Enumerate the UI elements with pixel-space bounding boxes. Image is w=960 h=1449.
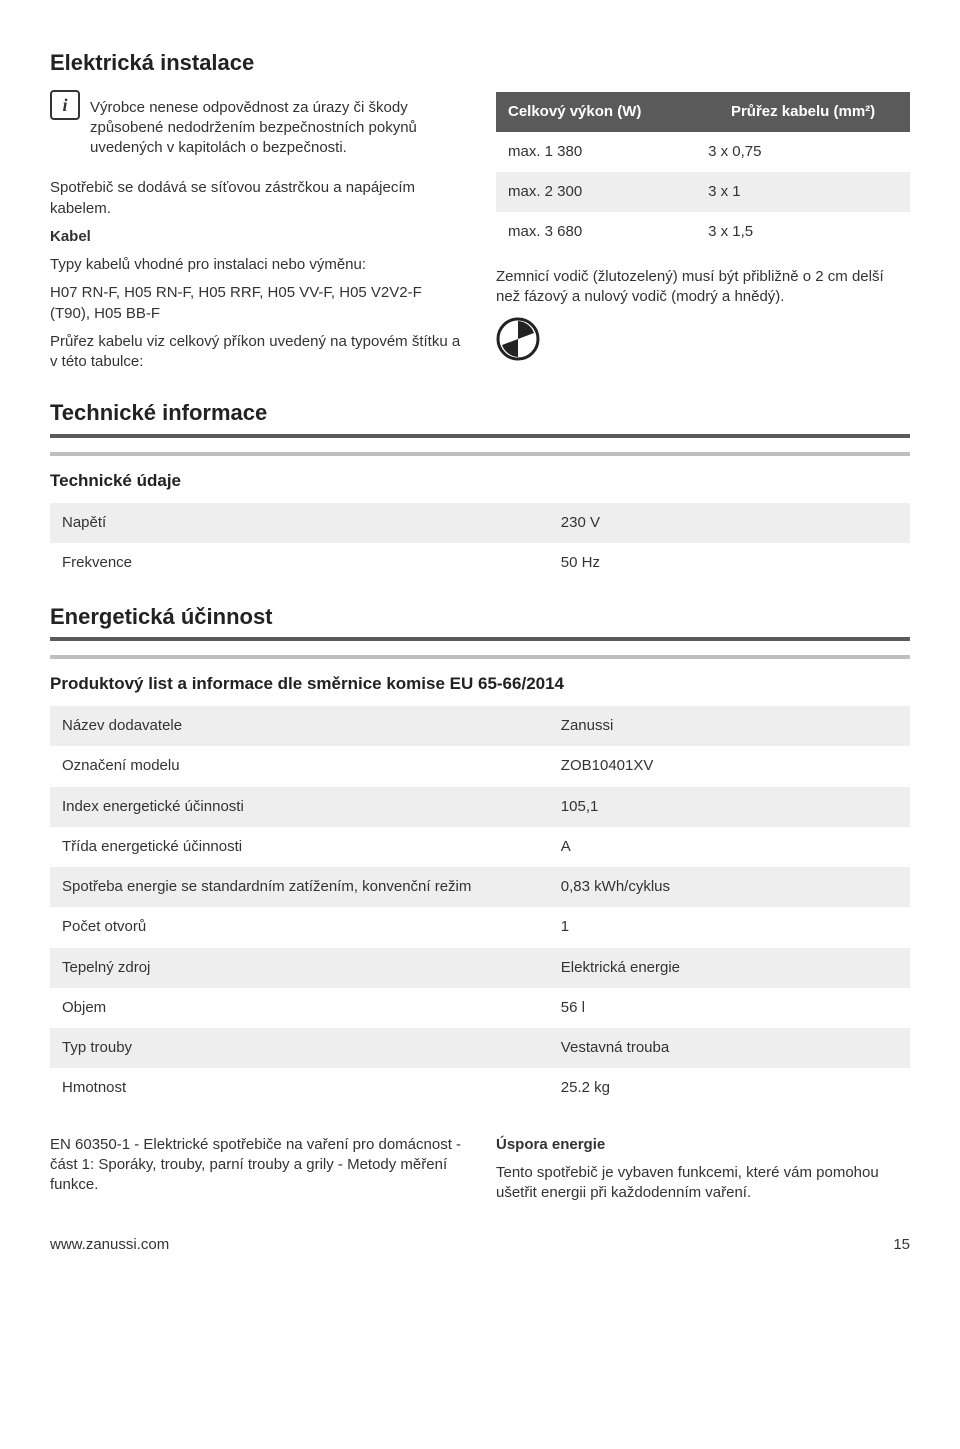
cell: max. 2 300	[496, 172, 696, 212]
table-row: Označení modeluZOB10401XV	[50, 746, 910, 786]
info-icon: i	[50, 90, 80, 120]
cable-table: Celkový výkon (W) Průřez kabelu (mm²) ma…	[496, 92, 910, 253]
rule-light	[50, 655, 910, 659]
install-right-col: Celkový výkon (W) Průřez kabelu (mm²) ma…	[496, 84, 910, 381]
table-row: Napětí 230 V	[50, 503, 910, 543]
cell: Napětí	[50, 503, 549, 543]
cell: 3 x 0,75	[696, 132, 910, 172]
section-title-install: Elektrická instalace	[50, 48, 910, 78]
energy-right-col: Úspora energie Tento spotřebič je vybave…	[496, 1127, 910, 1212]
cable-types-list: H07 RN-F, H05 RN-F, H05 RRF, H05 VV-F, H…	[50, 283, 464, 324]
cell: 0,83 kWh/cyklus	[549, 867, 910, 907]
standard-ref-text: EN 60350-1 - Elektrické spotřebiče na va…	[50, 1135, 464, 1196]
section-title-energy: Energetická účinnost	[50, 602, 910, 632]
cell: Frekvence	[50, 543, 549, 583]
table-row: Název dodavateleZanussi	[50, 706, 910, 746]
cell: 3 x 1,5	[696, 212, 910, 252]
table-row: max. 1 380 3 x 0,75	[496, 132, 910, 172]
energy-subheading: Produktový list a informace dle směrnice…	[50, 673, 910, 696]
rule-dark	[50, 637, 910, 641]
table-row: Objem56 l	[50, 988, 910, 1028]
cell: 3 x 1	[696, 172, 910, 212]
cell: Název dodavatele	[50, 706, 549, 746]
section-title-tech: Technické informace	[50, 398, 910, 428]
table-row: Třída energetické účinnostiA	[50, 827, 910, 867]
footer-page-number: 15	[893, 1235, 910, 1255]
earth-wire-text: Zemnicí vodič (žlutozelený) musí být při…	[496, 267, 910, 308]
cell: ZOB10401XV	[549, 746, 910, 786]
warning-text: Výrobce nenese odpovědnost za úrazy či š…	[90, 98, 464, 159]
cell: Označení modelu	[50, 746, 549, 786]
energy-saving-heading: Úspora energie	[496, 1135, 910, 1155]
cell: Objem	[50, 988, 549, 1028]
cell: 25.2 kg	[549, 1068, 910, 1108]
footer-url: www.zanussi.com	[50, 1235, 169, 1255]
table-row: Hmotnost25.2 kg	[50, 1068, 910, 1108]
cell: 105,1	[549, 787, 910, 827]
cell: Index energetické účinnosti	[50, 787, 549, 827]
energy-table: Název dodavateleZanussi Označení modeluZ…	[50, 706, 910, 1109]
table-row: Počet otvorů1	[50, 907, 910, 947]
cell: Typ trouby	[50, 1028, 549, 1068]
table-row: Index energetické účinnosti105,1	[50, 787, 910, 827]
rule-dark	[50, 434, 910, 438]
cell: Vestavná trouba	[549, 1028, 910, 1068]
install-columns: i Výrobce nenese odpovědnost za úrazy či…	[50, 84, 910, 381]
cell: Třída energetické účinnosti	[50, 827, 549, 867]
cell: Tepelný zdroj	[50, 948, 549, 988]
plug-text: Spotřebič se dodává se síťovou zástrčkou…	[50, 178, 464, 219]
page-footer: www.zanussi.com 15	[50, 1235, 910, 1255]
cell: Spotřeba energie se standardním zatížení…	[50, 867, 549, 907]
table-row: max. 2 300 3 x 1	[496, 172, 910, 212]
warning-row: i Výrobce nenese odpovědnost za úrazy či…	[50, 90, 464, 167]
cable-cross-section-intro: Průřez kabelu viz celkový příkon uvedený…	[50, 332, 464, 373]
install-left-col: i Výrobce nenese odpovědnost za úrazy či…	[50, 84, 464, 381]
table-row: Tepelný zdrojElektrická energie	[50, 948, 910, 988]
cell: 56 l	[549, 988, 910, 1028]
cell: Zanussi	[549, 706, 910, 746]
cable-types-intro: Typy kabelů vhodné pro instalaci nebo vý…	[50, 255, 464, 275]
cell: Elektrická energie	[549, 948, 910, 988]
cell: A	[549, 827, 910, 867]
cell: 50 Hz	[549, 543, 910, 583]
table-row: max. 3 680 3 x 1,5	[496, 212, 910, 252]
table-row: Frekvence 50 Hz	[50, 543, 910, 583]
cell: 1	[549, 907, 910, 947]
tech-subheading: Technické údaje	[50, 470, 910, 493]
energy-bottom-columns: EN 60350-1 - Elektrické spotřebiče na va…	[50, 1127, 910, 1212]
cable-th-power: Celkový výkon (W)	[496, 92, 696, 132]
cell: max. 1 380	[496, 132, 696, 172]
rule-light	[50, 452, 910, 456]
cell: Hmotnost	[50, 1068, 549, 1108]
energy-left-col: EN 60350-1 - Elektrické spotřebiče na va…	[50, 1127, 464, 1212]
cell: max. 3 680	[496, 212, 696, 252]
table-row: Typ troubyVestavná trouba	[50, 1028, 910, 1068]
table-row: Spotřeba energie se standardním zatížení…	[50, 867, 910, 907]
tech-table: Napětí 230 V Frekvence 50 Hz	[50, 503, 910, 584]
cable-th-cross: Průřez kabelu (mm²)	[696, 92, 910, 132]
energy-saving-text: Tento spotřebič je vybaven funkcemi, kte…	[496, 1163, 910, 1204]
cell: 230 V	[549, 503, 910, 543]
cell: Počet otvorů	[50, 907, 549, 947]
electrolux-logo-icon	[496, 317, 910, 367]
cable-heading: Kabel	[50, 227, 464, 247]
